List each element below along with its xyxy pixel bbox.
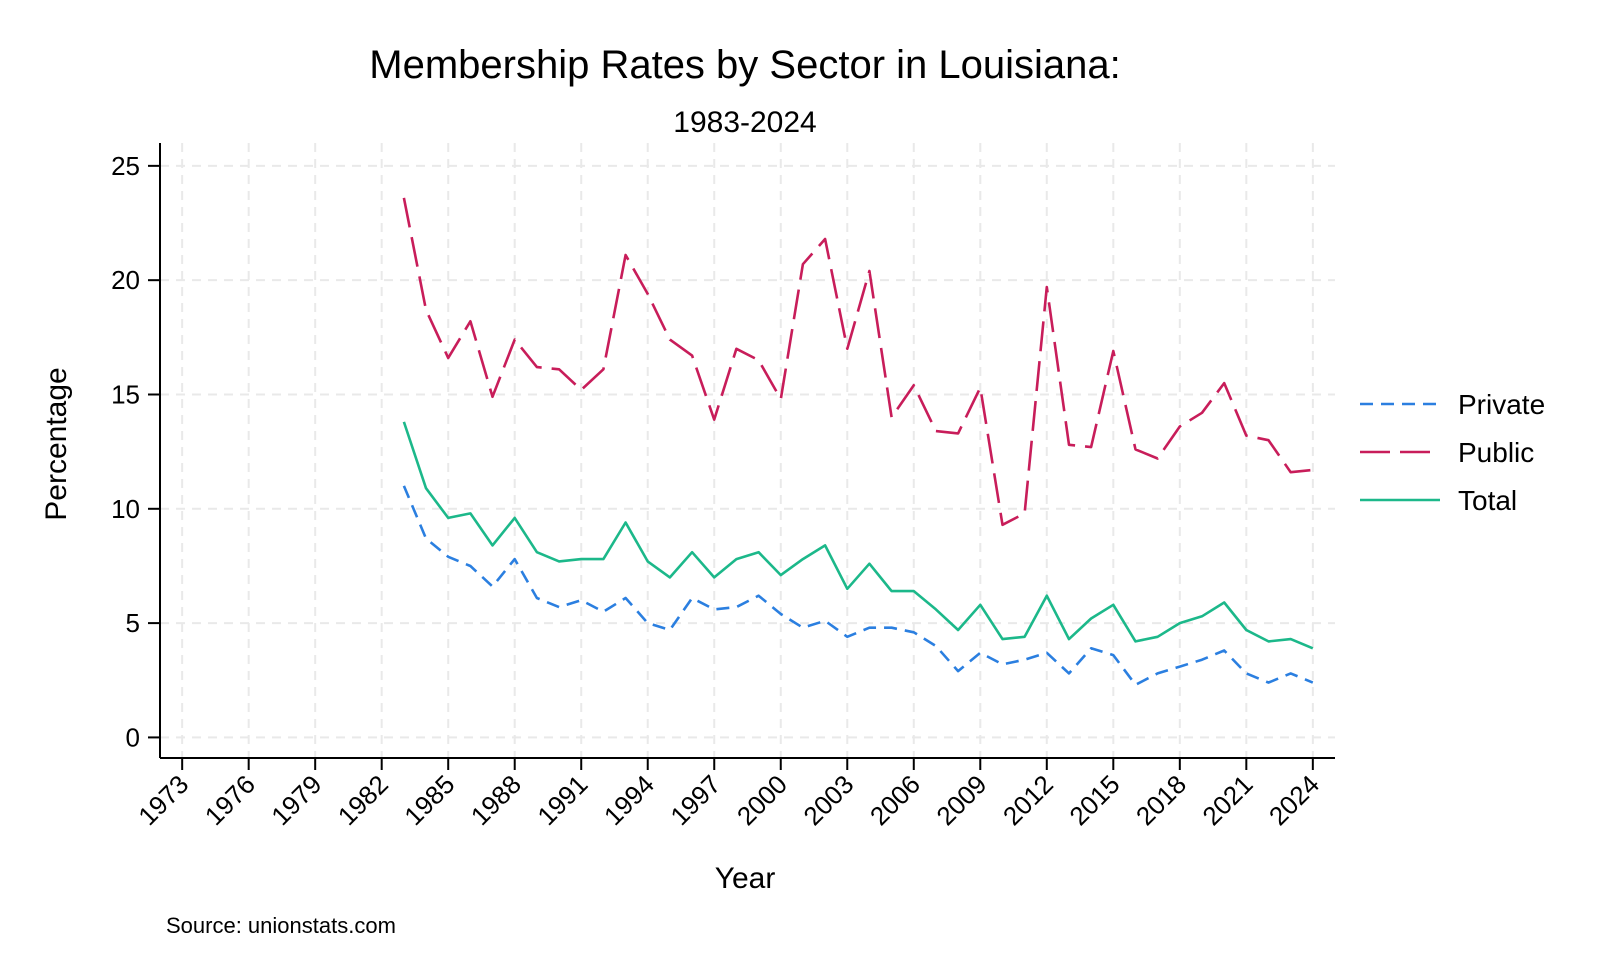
- x-tick-label: 2021: [1196, 769, 1258, 831]
- source-note: Source: unionstats.com: [166, 913, 396, 938]
- x-tick-label: 2003: [797, 769, 859, 831]
- y-tick-label: 15: [111, 379, 140, 409]
- legend-label-public: Public: [1458, 437, 1534, 468]
- y-tick-label: 25: [111, 151, 140, 181]
- y-tick-label: 20: [111, 265, 140, 295]
- x-tick-label: 2000: [731, 769, 793, 831]
- x-axis-title: Year: [715, 862, 776, 895]
- series-line-total: [402, 421, 1314, 650]
- x-tick-label: 1997: [664, 769, 726, 831]
- x-tick-label: 2012: [997, 769, 1059, 831]
- grid-lines: [160, 143, 1335, 758]
- y-tick-label: 0: [126, 722, 140, 752]
- x-axis-ticks: 1973 1976 1979 1982 1985 1988 1991 1994 1997 2000…: [132, 758, 1325, 831]
- x-tick-label: 2024: [1263, 769, 1325, 831]
- x-tick-label: 1973: [132, 769, 194, 831]
- x-tick-label: 1988: [465, 769, 527, 831]
- y-axis-title: Percentage: [40, 367, 73, 520]
- x-tick-label: 2015: [1063, 769, 1125, 831]
- x-tick-label: 1994: [598, 769, 660, 831]
- y-axis-ticks: 0 5 10 15 20 25: [111, 151, 160, 752]
- x-tick-label: 1976: [199, 769, 261, 831]
- legend-label-total: Total: [1458, 485, 1517, 516]
- x-tick-label: 1991: [531, 769, 593, 831]
- series-line-private: [402, 485, 1314, 687]
- legend: Private Public Total: [1360, 389, 1545, 516]
- x-tick-label: 1982: [332, 769, 394, 831]
- x-tick-label: 2018: [1130, 769, 1192, 831]
- x-tick-label: 2009: [930, 769, 992, 831]
- series-line-public: [402, 197, 1313, 527]
- legend-label-private: Private: [1458, 389, 1545, 420]
- y-tick-label: 10: [111, 494, 140, 524]
- y-tick-label: 5: [126, 608, 140, 638]
- x-tick-label: 1985: [398, 769, 460, 831]
- x-tick-label: 2006: [864, 769, 926, 831]
- chart-subtitle: 1983-2024: [673, 106, 816, 139]
- series-lines: [402, 197, 1314, 687]
- chart-title: Membership Rates by Sector in Louisiana:: [369, 43, 1120, 87]
- axes: [159, 143, 1335, 759]
- x-tick-label: 1979: [265, 769, 327, 831]
